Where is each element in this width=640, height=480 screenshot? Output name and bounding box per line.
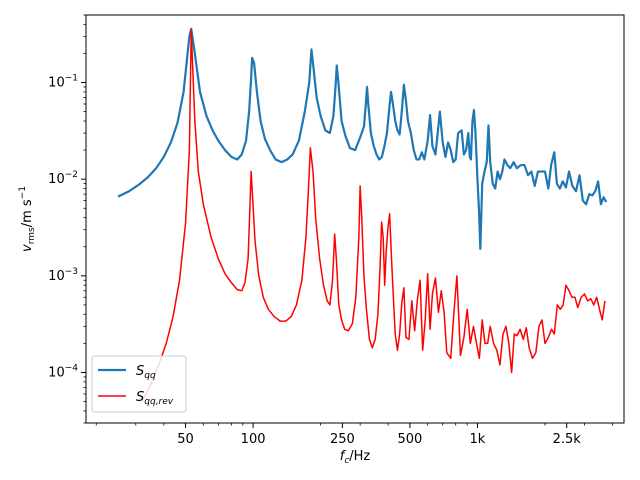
- y-tick-label: 10−3: [48, 267, 78, 284]
- x-tick-label: 2.5k: [553, 432, 582, 447]
- series-line-sqq-rev: [141, 29, 606, 402]
- plot-frame: [85, 14, 625, 424]
- series-layer: [117, 27, 608, 402]
- x-tick-label: 1k: [470, 432, 486, 447]
- x-tick-label: 500: [397, 432, 422, 447]
- tick-layer: 50 100 250 500 1k 2.5k 10−4 10−3 10−2 10−1: [48, 14, 613, 447]
- legend-entry: Sqq: [136, 364, 156, 381]
- legend: Sqq Sqq,rev: [91, 355, 187, 413]
- y-axis-label: vrms/m s−1: [18, 186, 37, 252]
- x-axis-label: fc/Hz: [340, 449, 371, 466]
- y-tick-label: 10−4: [48, 363, 78, 380]
- x-tick-label: 100: [241, 432, 266, 447]
- legend-entry: Sqq,rev: [136, 390, 174, 407]
- x-tick-label: 50: [177, 432, 194, 447]
- x-tick-label: 250: [330, 432, 355, 447]
- y-tick-label: 10−2: [48, 170, 78, 187]
- series-line-sqq: [117, 27, 608, 250]
- axis-labels: fc/Hz vrms/m s−1: [18, 186, 370, 466]
- y-tick-label: 10−1: [48, 74, 78, 91]
